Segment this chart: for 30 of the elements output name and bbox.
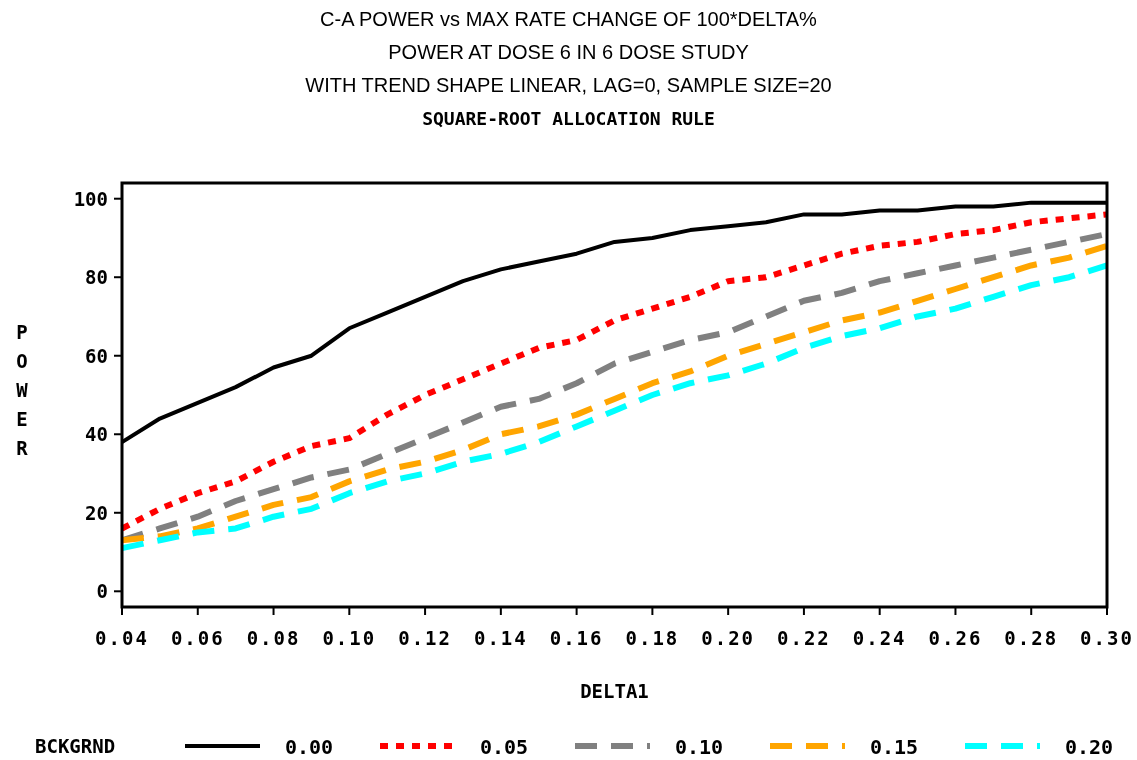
x-axis-title: DELTA1 bbox=[580, 680, 649, 702]
x-tick-label: 0.18 bbox=[625, 627, 680, 649]
x-tick-label: 0.10 bbox=[322, 627, 377, 649]
x-tick-label: 0.04 bbox=[95, 627, 149, 649]
x-tick-label: 0.14 bbox=[473, 627, 528, 649]
x-tick-label: 0.08 bbox=[246, 627, 301, 649]
x-tick-label: 0.28 bbox=[1004, 627, 1059, 649]
x-tick-label: 0.06 bbox=[170, 627, 225, 649]
legend-title: BCKGRND bbox=[35, 735, 116, 757]
y-tick-label: 40 bbox=[85, 423, 108, 446]
y-tick-label: 100 bbox=[73, 187, 108, 210]
x-tick-label: 0.20 bbox=[701, 627, 756, 649]
legend-label: 0.00 bbox=[285, 735, 334, 759]
x-tick-label: 0.30 bbox=[1080, 627, 1134, 649]
legend-label: 0.10 bbox=[675, 735, 724, 759]
x-tick-label: 0.26 bbox=[928, 627, 983, 649]
y-tick-label: 20 bbox=[85, 501, 108, 524]
y-tick-label: 60 bbox=[85, 344, 108, 367]
x-tick-label: 0.22 bbox=[777, 627, 831, 649]
chart-title: C-A POWER vs MAX RATE CHANGE OF 100*DELTA% POWER AT DOSE 6 IN 6 DOSE STUDY WITH TREND SHAPE LINEAR, LAG=0, SAMPLE SIZE=20 bbox=[305, 8, 832, 96]
x-tick-label: 0.12 bbox=[398, 627, 452, 649]
chart-subtitle: SQUARE-ROOT ALLOCATION RULE bbox=[422, 108, 715, 129]
legend-label: 0.20 bbox=[1065, 735, 1114, 759]
x-tick-label: 0.24 bbox=[852, 627, 907, 649]
legend-label: 0.15 bbox=[870, 735, 919, 759]
y-axis-title: POWER bbox=[16, 321, 29, 459]
legend-label: 0.05 bbox=[480, 735, 529, 759]
y-tick-label: 0 bbox=[96, 580, 108, 603]
y-tick-label: 80 bbox=[85, 266, 108, 289]
x-tick-label: 0.16 bbox=[549, 627, 604, 649]
